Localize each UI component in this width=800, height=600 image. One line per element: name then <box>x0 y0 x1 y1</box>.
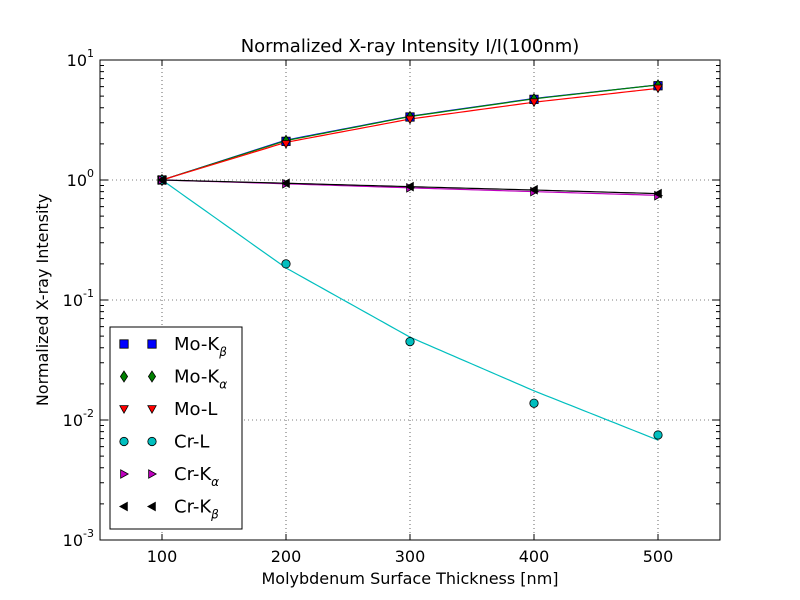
legend-label-subscript: α <box>211 475 219 489</box>
legend-box <box>109 326 243 530</box>
legend-marker <box>119 339 129 349</box>
legend-label: Cr-Kα <box>174 464 219 489</box>
y-tick-label: 10-3 <box>63 527 94 550</box>
legend-marker <box>146 501 156 512</box>
legend-label: Cr-Kβ <box>174 497 219 522</box>
data-point-series-5 <box>528 184 538 195</box>
y-tick-base: 10 <box>63 531 83 550</box>
data-point-series-3 <box>529 398 539 408</box>
x-tick-label: 100 <box>147 547 178 566</box>
legend-marker <box>119 436 129 447</box>
legend-marker <box>118 501 128 512</box>
y-tick-label: 100 <box>67 167 94 190</box>
legend-label-name: Cr-L <box>174 432 209 453</box>
legend-label-subscript: β <box>210 508 219 522</box>
legend-marker <box>148 469 158 479</box>
chart-title: Normalized X-ray Intensity I/I(100nm) <box>241 36 580 57</box>
legend-label-name: Cr-K <box>174 497 212 518</box>
legend-marker <box>147 405 157 415</box>
legend-marker <box>119 370 129 383</box>
x-tick-label: 400 <box>519 547 550 566</box>
data-point-series-2 <box>653 84 663 94</box>
y-tick-exponent: 1 <box>87 47 94 60</box>
x-tick-label: 300 <box>395 547 426 566</box>
data-point-series-2 <box>405 115 415 125</box>
legend-label-name: Mo-L <box>174 399 217 420</box>
x-tick-label: 200 <box>271 547 302 566</box>
data-point-series-5 <box>404 181 414 192</box>
legend-marker <box>147 436 157 447</box>
data-point-series-3 <box>653 430 663 440</box>
y-tick-exponent: -3 <box>83 527 94 540</box>
legend-label-name: Mo-K <box>174 367 220 388</box>
y-tick-label: 10-2 <box>63 407 94 430</box>
plot-frame <box>99 59 721 541</box>
y-tick-label: 101 <box>67 47 94 70</box>
legend-label-name: Cr-K <box>174 464 212 485</box>
y-tick-exponent: -1 <box>83 287 94 300</box>
data-point-series-2 <box>281 140 291 149</box>
y-tick-exponent: -2 <box>83 407 94 420</box>
legend-label-subscript: α <box>219 378 227 392</box>
data-point-series-5 <box>156 175 166 185</box>
x-axis-label: Molybdenum Surface Thickness [nm] <box>261 569 558 588</box>
legend-marker <box>147 339 157 349</box>
y-tick-base: 10 <box>63 411 83 430</box>
y-tick-base: 10 <box>67 51 87 70</box>
data-point-series-3 <box>281 259 291 269</box>
data-point-series-5 <box>280 178 290 189</box>
legend-label: Mo-Kβ <box>174 334 227 359</box>
legend-marker <box>147 370 157 383</box>
legend-label: Cr-L <box>174 432 209 453</box>
legend-label-name: Mo-K <box>174 334 220 355</box>
y-tick-exponent: 0 <box>87 167 94 180</box>
legend-marker <box>120 469 130 479</box>
y-axis-label: Normalized X-ray Intensity <box>33 194 52 406</box>
y-tick-base: 10 <box>63 291 83 310</box>
legend-label: Mo-Kα <box>174 367 227 392</box>
data-point-series-2 <box>529 98 539 108</box>
x-tick-label: 500 <box>643 547 674 566</box>
data-markers <box>156 79 664 440</box>
y-tick-base: 10 <box>67 171 87 190</box>
data-point-series-3 <box>405 337 415 347</box>
legend-label-subscript: β <box>218 345 227 359</box>
legend-marker <box>119 405 129 415</box>
y-tick-label: 10-1 <box>63 287 94 310</box>
data-point-series-5 <box>652 188 662 199</box>
legend-label: Mo-L <box>174 399 217 420</box>
